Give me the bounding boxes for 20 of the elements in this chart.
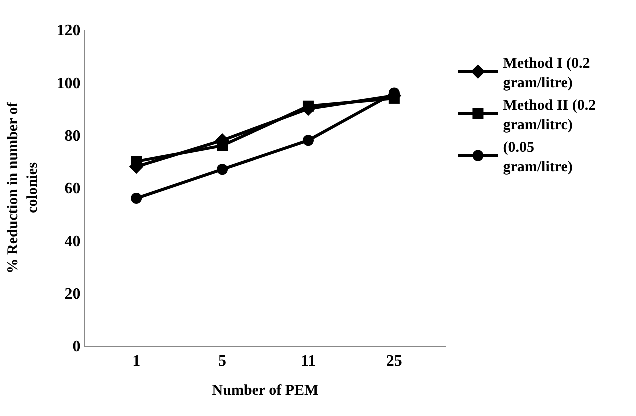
x-tick-label: 11 xyxy=(300,353,316,370)
y-tick-label: 100 xyxy=(56,75,81,92)
x-tick-label: 1 xyxy=(132,353,141,370)
y-tick-label: 80 xyxy=(64,128,81,145)
y-tick-label: 40 xyxy=(64,233,81,250)
y-axis-title: % Reduction in number of colonies xyxy=(6,101,42,274)
y-tick-label: 120 xyxy=(56,22,81,40)
y-tick-label: 0 xyxy=(72,338,81,356)
point xyxy=(131,193,142,204)
y-tick-label: 60 xyxy=(64,180,81,198)
x-tick-label: 25 xyxy=(386,353,402,370)
legend-label: (0.05 gram/litre) xyxy=(503,140,573,176)
point xyxy=(302,135,314,146)
y-tick-label: 20 xyxy=(64,286,81,303)
legend-label: Method I (0.2 gram/litre) xyxy=(503,56,590,92)
legend-label: Method II (0.2 gram/litrc) xyxy=(503,98,596,134)
point xyxy=(217,164,228,176)
x-tick-label: 5 xyxy=(218,353,227,370)
point xyxy=(302,100,314,112)
x-axis-title: Number of PEM xyxy=(212,383,319,400)
